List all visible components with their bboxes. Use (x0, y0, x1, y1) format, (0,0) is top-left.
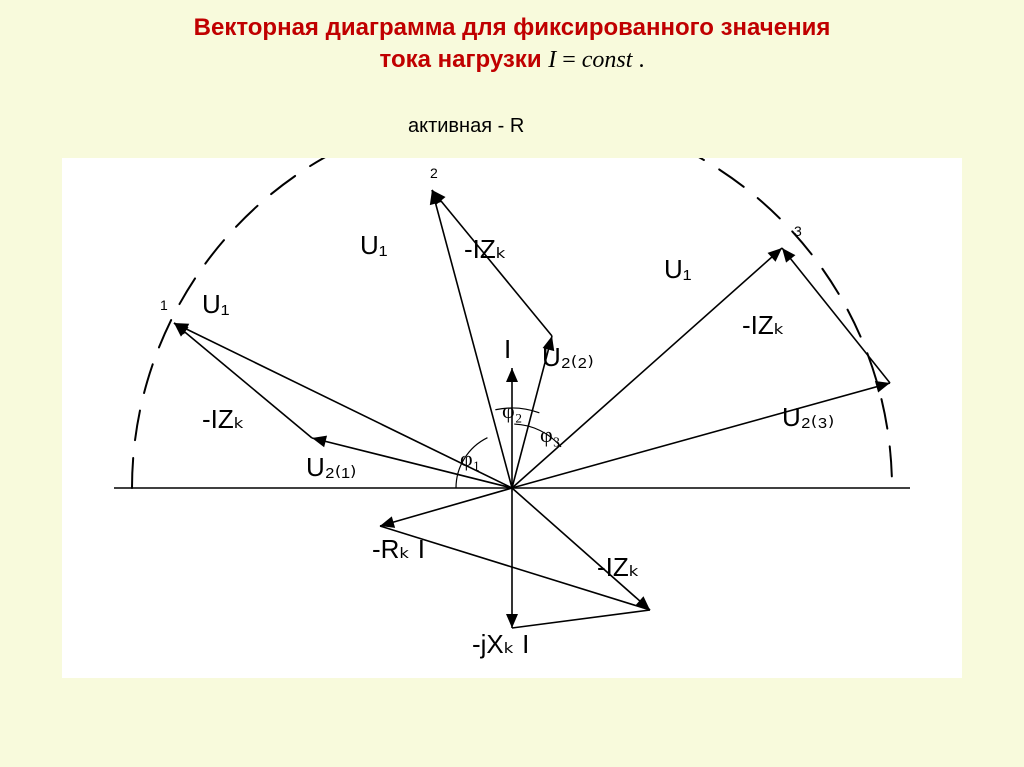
svg-text:U₂₍₃₎: U₂₍₃₎ (782, 402, 834, 432)
svg-text:1: 1 (160, 297, 168, 313)
svg-text:-jXₖ I: -jXₖ I (472, 629, 529, 659)
svg-text:-Rₖ I: -Rₖ I (372, 534, 425, 564)
svg-text:φ₃: φ₃ (540, 422, 560, 447)
svg-text:U₂₍₂₎: U₂₍₂₎ (542, 342, 594, 372)
svg-text:φ₁: φ₁ (460, 446, 480, 471)
svg-text:φ₂: φ₂ (502, 398, 522, 423)
title-formula: I = const . (548, 47, 644, 73)
svg-text:-IZₖ: -IZₖ (202, 404, 245, 434)
svg-text:-IZₖ: -IZₖ (742, 310, 785, 340)
svg-text:I: I (504, 334, 511, 364)
vector-diagram-svg: I -Rₖ I -jXₖ I -IZₖ U₁ U₂₍₁₎ -IZₖ U₁ U₂₍₂₎ -IZₖ U₁… (62, 158, 962, 678)
caption-active-R: активная - R (408, 115, 524, 138)
svg-text:U₂₍₁₎: U₂₍₁₎ (306, 452, 356, 482)
svg-text:U₁: U₁ (202, 289, 230, 319)
svg-text:-IZₖ: -IZₖ (597, 552, 640, 582)
svg-text:2: 2 (430, 165, 438, 181)
svg-text:U₁: U₁ (360, 230, 388, 260)
vector-diagram: I -Rₖ I -jXₖ I -IZₖ U₁ U₂₍₁₎ -IZₖ U₁ U₂₍₂₎ -IZₖ U₁… (62, 158, 962, 678)
title-line2-prefix: тока нагрузки (380, 46, 549, 73)
svg-text:-IZₖ: -IZₖ (464, 234, 507, 264)
page-title: Векторная диаграмма для фиксированного з… (0, 0, 1024, 77)
svg-text:U₁: U₁ (664, 254, 692, 284)
title-line1: Векторная диаграмма для фиксированного з… (194, 14, 831, 41)
svg-text:3: 3 (794, 223, 802, 239)
